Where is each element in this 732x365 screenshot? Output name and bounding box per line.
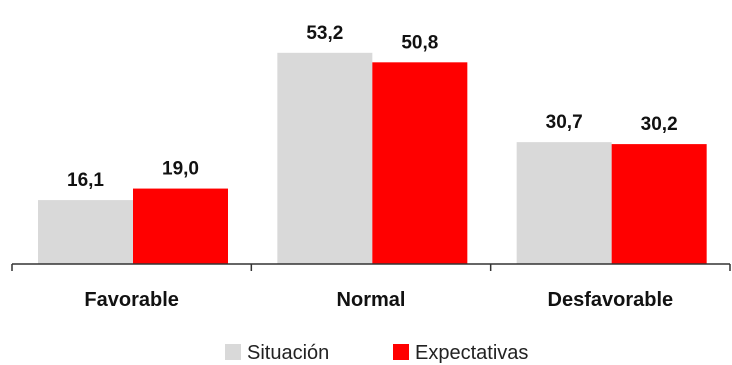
data-label: 53,2 [306, 23, 343, 44]
bar-expectativas-favorable [133, 188, 228, 264]
data-label: 16,1 [67, 170, 104, 191]
bars-layer [38, 52, 707, 264]
legend-label: Situación [247, 342, 329, 364]
data-label: 19,0 [162, 159, 199, 180]
legend-swatch [393, 344, 409, 360]
category-labels-layer: Favorable Normal Desfavorable [84, 289, 673, 311]
data-label: 30,7 [546, 112, 583, 133]
x-axis-ticks [11, 264, 731, 271]
bar-labels-layer: 16,1 19,0 53,2 50,8 30,7 30,2 [67, 23, 678, 191]
data-label: 50,8 [401, 32, 438, 53]
legend: Situación Expectativas [225, 342, 528, 364]
bar-situacion-normal [277, 52, 373, 264]
category-label: Normal [337, 289, 406, 311]
bar-situacion-favorable [38, 200, 133, 264]
bar-expectativas-normal [372, 62, 468, 264]
bar-situacion-desfavorable [516, 142, 612, 264]
data-label: 30,2 [641, 114, 678, 135]
legend-swatch [225, 344, 241, 360]
category-label: Favorable [84, 289, 178, 311]
bar-expectativas-desfavorable [611, 144, 707, 264]
legend-label: Expectativas [415, 342, 528, 364]
category-label: Desfavorable [548, 289, 674, 311]
